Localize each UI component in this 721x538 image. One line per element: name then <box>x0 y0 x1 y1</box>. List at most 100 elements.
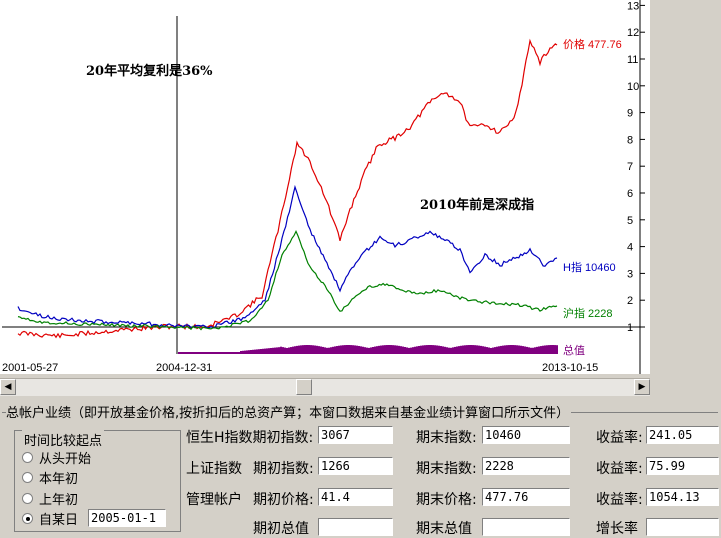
volume-bar <box>254 349 256 354</box>
total-end-label: 期末总值 <box>416 521 472 537</box>
volume-bar <box>542 345 544 354</box>
volume-bar <box>416 346 418 354</box>
volume-bar <box>356 345 358 354</box>
account-start-field[interactable]: 41.4 <box>318 488 393 506</box>
volume-bar <box>342 345 344 354</box>
volume-bar <box>514 345 516 354</box>
volume-bar <box>292 346 294 354</box>
radio-last-year[interactable]: 上年初 <box>22 489 78 508</box>
volume-bar <box>464 345 466 354</box>
volume-bar <box>430 345 432 354</box>
sh-end-field[interactable]: 2228 <box>482 457 570 475</box>
radio-from-start[interactable]: 从头开始 <box>22 448 92 467</box>
hsi-return-label: 收益率: <box>596 430 643 446</box>
horizontal-scrollbar[interactable]: ◀ ▶ <box>0 378 650 396</box>
y-tick-label: 6 <box>627 188 633 200</box>
scroll-right-button[interactable]: ▶ <box>634 379 650 395</box>
volume-bar <box>442 346 444 354</box>
volume-bar <box>294 346 296 354</box>
volume-bar <box>248 350 250 354</box>
radio-last-year-circle[interactable] <box>22 492 33 504</box>
sh-return-field[interactable]: 75.99 <box>646 457 719 475</box>
radio-from-start-label: 从头开始 <box>39 451 92 467</box>
volume-bar <box>546 345 548 354</box>
volume-bar <box>496 346 498 354</box>
volume-bar <box>300 345 302 354</box>
scroll-thumb[interactable] <box>296 379 312 395</box>
volume-bar <box>502 345 504 354</box>
chart-area: 1 2 3 4 5 6 7 8 9 10 11 12 13 20年平均复利是36% 2010年前是深成指… <box>0 0 650 374</box>
y-tick-label: 13 <box>627 0 639 12</box>
volume-bar <box>306 345 308 354</box>
volume-bar <box>540 346 542 354</box>
volume-bar <box>444 346 446 354</box>
volume-bar <box>218 352 220 354</box>
volume-bar <box>324 347 326 354</box>
volume-bar <box>360 346 362 354</box>
radio-some-date[interactable]: 自某日 <box>22 509 78 528</box>
account-end-field[interactable]: 477.76 <box>482 488 570 506</box>
volume-bar <box>500 345 502 354</box>
sh-end-label: 期末指数: <box>416 461 477 477</box>
volume-bar <box>214 352 216 354</box>
volume-bar <box>242 350 244 354</box>
volume-bar <box>384 345 386 354</box>
radio-this-year-circle[interactable] <box>22 471 33 483</box>
volume-bar <box>312 345 314 354</box>
volume-bar <box>216 352 218 354</box>
volume-series-label: 总值 <box>563 343 585 357</box>
volume-bar <box>282 347 284 354</box>
volume-bar <box>528 347 530 354</box>
volume-bar <box>418 345 420 354</box>
hsi-end-field[interactable]: 10460 <box>482 426 570 444</box>
sh-start-field[interactable]: 1266 <box>318 457 393 475</box>
total-end-field[interactable] <box>482 518 570 536</box>
volume-bar <box>428 345 430 354</box>
volume-bar <box>376 346 378 354</box>
volume-bar <box>288 347 290 354</box>
volume-bar <box>252 349 254 354</box>
volume-bar <box>478 345 480 354</box>
volume-bar <box>194 352 196 354</box>
compare-start-title: 时间比较起点 <box>22 430 105 449</box>
volume-bar <box>344 345 346 354</box>
volume-bar <box>262 348 264 354</box>
volume-bar <box>354 345 356 354</box>
volume-bar <box>458 346 460 354</box>
volume-bar <box>298 345 300 354</box>
volume-bar <box>256 349 258 354</box>
radio-this-year[interactable]: 本年初 <box>22 468 78 487</box>
volume-bar <box>378 345 380 354</box>
volume-bar <box>402 346 404 354</box>
account-return-field[interactable]: 1054.13 <box>646 488 719 506</box>
date-label-end: 2013-10-15 <box>542 362 598 374</box>
performance-panel: 总帐户业绩（即开放基金价格,按折扣后的总资产算；本窗口数据来自基金业绩计算窗口所… <box>0 400 721 537</box>
growth-field[interactable] <box>646 518 719 536</box>
volume-bar <box>398 345 400 354</box>
volume-bar <box>426 345 428 354</box>
scroll-left-button[interactable]: ◀ <box>0 379 16 395</box>
price-line <box>17 38 558 339</box>
volume-bar <box>274 347 276 354</box>
volume-bar <box>404 347 406 354</box>
hsi-start-field[interactable]: 3067 <box>318 426 393 444</box>
volume-bar <box>516 345 518 354</box>
radio-some-date-circle[interactable] <box>22 512 33 524</box>
volume-bar <box>518 345 520 354</box>
volume-bar <box>522 346 524 354</box>
volume-bar <box>268 348 270 354</box>
volume-bar <box>492 347 494 354</box>
hsi-return-field[interactable]: 241.05 <box>646 426 719 444</box>
hsi-end-label: 期末指数: <box>416 430 477 446</box>
volume-bar <box>498 346 500 354</box>
compare-date-input[interactable]: 2005-01-1 <box>88 509 166 527</box>
volume-bar <box>190 352 192 354</box>
radio-from-start-circle[interactable] <box>22 451 33 463</box>
total-start-field[interactable] <box>318 518 393 536</box>
volume-bar <box>272 347 274 354</box>
volume-bar <box>238 352 240 354</box>
volume-bar <box>424 345 426 354</box>
volume-bar <box>352 345 354 354</box>
